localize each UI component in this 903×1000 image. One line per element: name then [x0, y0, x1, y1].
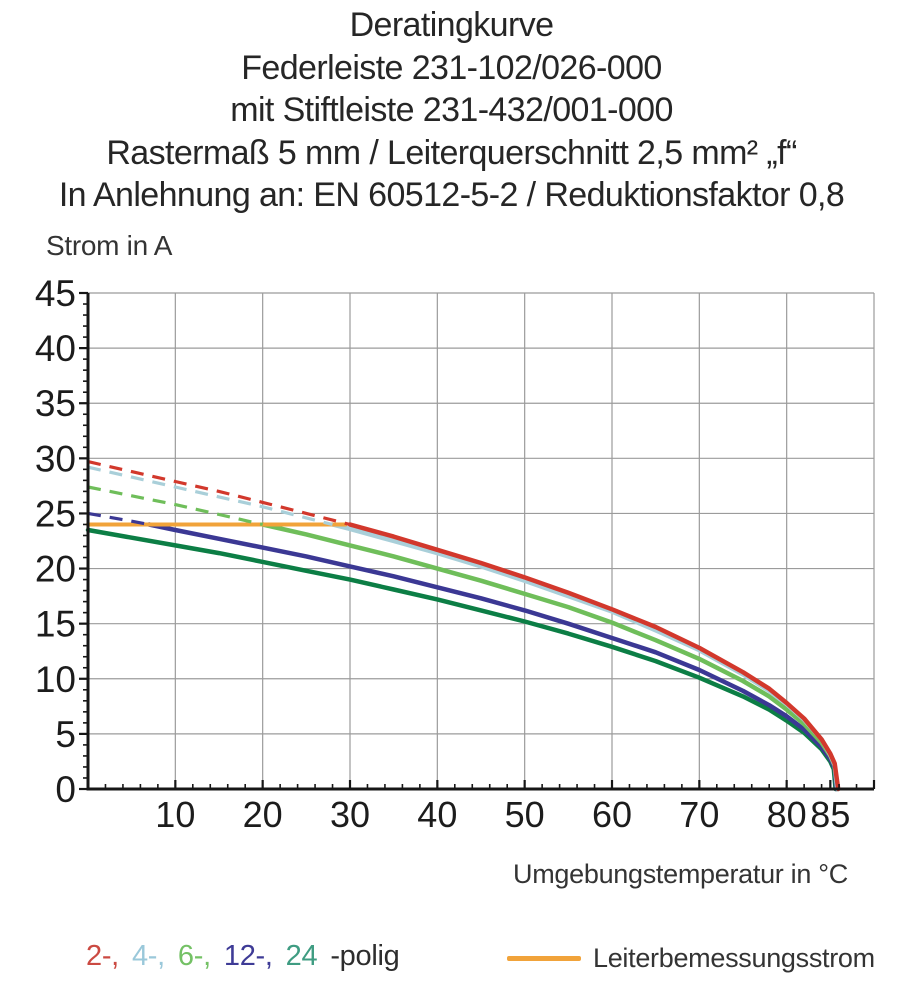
legend-polig-suffix: -polig [330, 940, 400, 972]
y-axis-title: Strom in A [46, 230, 173, 261]
curve-2-polig-solid [347, 522, 841, 792]
x-tick-label: 60 [592, 794, 632, 835]
x-tick-label: 50 [505, 794, 545, 835]
x-axis-title: Umgebungstemperatur in °C [513, 859, 848, 889]
curve-12-polig-dashed [87, 511, 150, 527]
curve-12-polig-solid [146, 522, 839, 792]
y-tick-label: 15 [35, 604, 76, 645]
legend-pole-6: 6-, [177, 940, 211, 972]
legend-reference-label: Leiterbemessungsstrom [593, 943, 875, 973]
legend-reference: Leiterbemessungsstrom [507, 941, 875, 975]
title-line-2: Federleiste 231-102/026-000 [241, 48, 662, 87]
y-tick-label: 40 [35, 328, 76, 369]
x-tick-label: 80 [767, 794, 807, 835]
y-tick-label: 45 [35, 273, 76, 314]
x-tick-label: 20 [243, 794, 283, 835]
legend-poles: 2-, 4-, 6-, 12-, 24 -polig [86, 940, 400, 973]
x-tick-label: 30 [330, 794, 370, 835]
legend-pole-24: 24 [285, 940, 318, 972]
curve-6-polig-dashed [87, 485, 264, 527]
y-tick-label: 25 [35, 493, 76, 534]
y-tick-label: 30 [35, 438, 76, 479]
y-tick-label: 10 [35, 659, 76, 700]
chart-title-block: Deratingkurve Federleiste 231-102/026-00… [0, 4, 903, 217]
x-tick-label: 70 [679, 794, 719, 835]
title-line-3: mit Stiftleiste 231-432/001-000 [230, 91, 673, 129]
title-line-1: Deratingkurve [349, 6, 554, 44]
legend-pole-4: 4-, [131, 940, 165, 972]
y-tick-label: 0 [55, 769, 76, 810]
x-tick-label: 85 [810, 794, 850, 835]
title-line-4: Rastermaß 5 mm / Leiterquerschnitt 2,5 m… [106, 133, 797, 172]
y-tick-label: 35 [35, 383, 76, 424]
legend-pole-12: 12-, [223, 940, 273, 972]
x-tick-label: 40 [417, 794, 457, 835]
y-tick-label: 20 [35, 549, 76, 590]
reference-line-swatch [507, 955, 581, 961]
legend-pole-2: 2-, [86, 940, 119, 972]
y-tick-label: 5 [55, 714, 76, 755]
curve-4-polig-dashed [87, 465, 333, 527]
x-tick-label: 10 [155, 794, 195, 835]
title-line-5: In Anlehnung an: EN 60512-5-2 / Reduktio… [58, 176, 845, 214]
curve-4-polig-solid [330, 522, 840, 792]
curve-2-polig-dashed [87, 460, 351, 527]
